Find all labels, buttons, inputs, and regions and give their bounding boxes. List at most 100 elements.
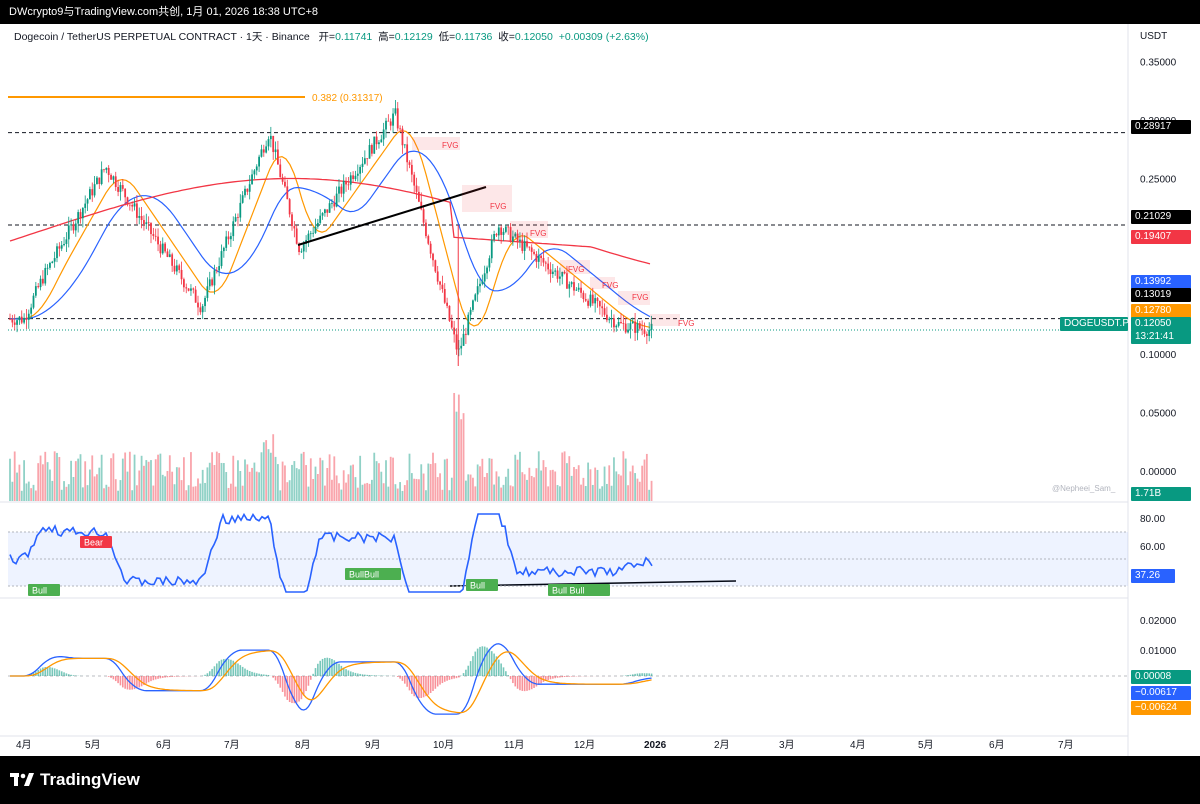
symbol-badge: DOGEUSDT.P <box>1060 317 1129 331</box>
macd-hist-bar <box>267 674 270 676</box>
candle-body <box>608 318 611 321</box>
candle-body <box>455 334 458 350</box>
volume-bar <box>434 463 437 501</box>
volume-bar <box>190 452 192 501</box>
candle-body <box>161 243 164 254</box>
candle-body <box>58 246 61 249</box>
volume-bar <box>509 485 512 501</box>
chart-canvas[interactable]: 0.350000.300000.250000.200000.150000.100… <box>0 24 1200 756</box>
volume-bar <box>49 469 51 501</box>
candle-body <box>439 281 441 285</box>
volume-bar <box>107 486 110 501</box>
volume-bar <box>446 458 448 501</box>
fib-label: 0.382 (0.31317) <box>312 93 383 104</box>
macd-hist-bar <box>490 651 493 676</box>
candle-body <box>44 268 47 284</box>
macd-hist-bar <box>563 676 566 677</box>
candle-body <box>284 181 286 187</box>
candle-body <box>620 322 622 324</box>
candle-body <box>300 251 303 253</box>
macd-hist-bar <box>537 676 540 685</box>
candle-body <box>187 288 190 291</box>
candle-body <box>277 149 279 165</box>
volume-bar <box>175 467 178 501</box>
volume-bar <box>603 466 606 501</box>
volume-bar <box>460 419 463 501</box>
volume-bar <box>472 477 474 501</box>
macd-hist-bar <box>239 665 242 676</box>
candle-body <box>39 278 42 288</box>
rsi-tick-80: 80.00 <box>1140 514 1165 525</box>
volume-bar <box>617 474 620 501</box>
volume-bar <box>356 487 359 501</box>
macd-hist-bar <box>495 656 498 676</box>
volume-bar <box>401 490 404 501</box>
volume-bar <box>133 454 136 501</box>
ma-tag-orange: 0.12780 <box>1131 304 1191 318</box>
candle-body <box>472 300 474 310</box>
volume-bar <box>265 440 268 501</box>
candle-body <box>253 170 256 175</box>
volume-bar <box>622 451 625 501</box>
macd-hist-bar <box>286 676 289 700</box>
macd-hist-bar <box>479 646 481 676</box>
macd-hist-bar <box>427 676 430 695</box>
macd-hist-bar <box>246 669 249 676</box>
volume-bar <box>302 451 305 501</box>
candle-body <box>500 227 503 235</box>
volume-bar <box>291 464 293 501</box>
macd-hist-bar <box>429 676 432 693</box>
candle-body <box>570 282 573 285</box>
volume-bar <box>497 476 500 501</box>
rsi-line <box>9 512 653 593</box>
volume-bar <box>521 472 524 501</box>
volume-bar <box>183 457 185 501</box>
volume-bar <box>577 465 580 501</box>
macd-hist-bar <box>56 669 58 676</box>
volume-bar <box>519 451 521 501</box>
candle-body <box>112 176 115 180</box>
chart-frame[interactable]: 0.350000.300000.250000.200000.150000.100… <box>0 24 1200 756</box>
candle-body <box>483 273 486 282</box>
candle-body <box>450 320 453 328</box>
macd-hist-bar <box>305 676 307 692</box>
candle-body <box>566 273 568 289</box>
candle-body <box>617 322 620 326</box>
candle-body <box>356 173 359 176</box>
volume-bar <box>79 454 82 501</box>
candle-body <box>380 139 383 143</box>
rsi-bear-badge-bg <box>80 536 112 548</box>
candle-body <box>624 323 627 333</box>
candle-body <box>234 217 237 222</box>
macd-hist-bar <box>154 676 157 680</box>
candle-body <box>371 145 373 154</box>
candle-body <box>46 267 49 269</box>
volume-bar <box>476 464 479 501</box>
candle-body <box>269 135 272 140</box>
tradingview-logo[interactable]: TradingView <box>10 770 140 790</box>
volume-bar <box>561 452 564 501</box>
candle-body <box>523 241 526 251</box>
volume-bar <box>408 453 411 501</box>
candle-body <box>378 142 380 145</box>
volume-bars <box>9 392 653 501</box>
macd-hist-bar <box>44 667 47 676</box>
volume-bar <box>164 476 166 501</box>
macd-hist-bar <box>164 676 166 678</box>
volume-bar <box>399 482 401 501</box>
rsi-bull-bull-badge: Bull Bull <box>552 586 585 596</box>
macd-hist-bar <box>453 676 455 679</box>
macd-hist-bar <box>559 676 561 678</box>
volume-bar <box>211 452 213 501</box>
macd-hist-bar <box>342 667 345 676</box>
macd-hist-bar <box>211 668 213 676</box>
macd-hist-bar <box>345 669 347 676</box>
candle-body <box>49 262 51 268</box>
volume-bar <box>56 452 58 501</box>
macd-hist-bar <box>251 671 253 676</box>
ma-tag-red: 0.19407 <box>1131 230 1191 244</box>
volume-bar <box>154 459 157 501</box>
low-value: 0.11736 <box>455 31 493 43</box>
volume-bar <box>457 394 460 501</box>
volume-bar <box>627 485 629 501</box>
